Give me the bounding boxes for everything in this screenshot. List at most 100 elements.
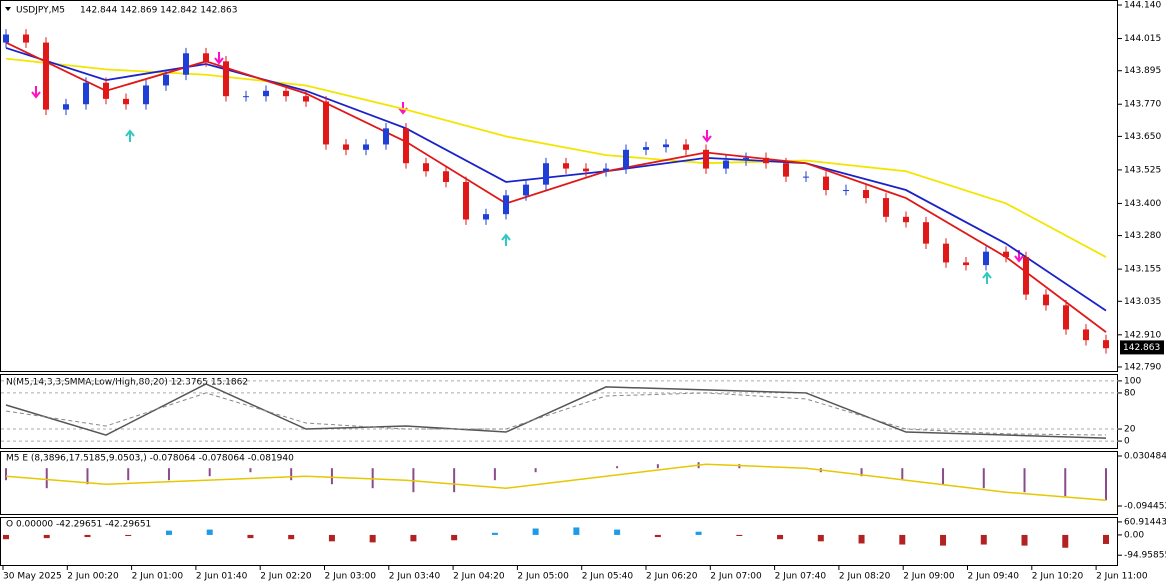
osc-bar [451,534,458,541]
candle-body [943,243,949,263]
y-tick-label: -0.094452 [1124,501,1166,511]
candle-body [803,176,809,178]
candle-body [443,171,449,182]
candle-body [1063,305,1069,330]
osc-bar [695,531,702,535]
y-tick-label: 0 [1124,437,1130,447]
candle-body [63,104,69,110]
candle-body [23,34,29,43]
osc-bar [858,534,865,544]
osc-bar [165,530,172,535]
buy-arrow [501,233,511,246]
osc-bar [3,534,9,540]
osc-bar [84,534,91,538]
candle-body [663,144,669,148]
candle-body [863,190,869,199]
candle-body [903,216,909,223]
candle-body [183,53,189,75]
macd-title: M5 E (8,3896,17.5185,9.0503,) -0.078064 … [6,454,294,464]
x-tick-label: 2 Jun 03:00 [325,572,377,582]
buy-arrow [982,271,992,284]
y-tick-label: 0.030484 [1124,451,1166,461]
candle-body [503,195,509,215]
candle-body [563,163,569,169]
x-tick-label: 2 Jun 05:00 [517,572,569,582]
indicator-line [5,47,1107,312]
y-tick-label: 100 [1124,376,1141,386]
candle-body [843,190,849,192]
candle-body [223,61,229,97]
stoch-frame [0,374,1118,449]
y-tick-label: 142.910 [1124,330,1161,340]
osc-bar [817,534,824,542]
candle-body [43,42,49,110]
osc-bar [614,529,621,535]
osc-bar [532,528,539,535]
y-tick-label: 142.790 [1124,362,1161,372]
candle-body [243,96,249,98]
candle-body [123,98,129,105]
candle-body [1083,329,1089,341]
candle-body [823,176,829,191]
y-tick-label: 143.280 [1124,231,1161,241]
x-tick-label: 2 Jun 07:40 [775,572,827,582]
indicator-line [5,57,1107,258]
y-tick-label: 143.525 [1124,165,1161,175]
y-tick-label: 143.035 [1124,297,1161,307]
osc-bar [125,534,132,536]
y-tick-label: 0.00 [1124,530,1144,540]
menu-triangle[interactable] [5,7,11,11]
macd-frame [0,451,1118,515]
osc-bar [1103,534,1109,544]
indicator-line [5,383,1107,439]
candle-body [1023,257,1029,295]
osc-bar [206,529,213,535]
y-tick-label: 143.400 [1124,199,1161,209]
candle-body [743,157,749,161]
osc-bar [410,534,417,542]
x-tick-label: 2 Jun 05:40 [582,572,634,582]
candle-body [303,96,309,102]
candle-body [1003,251,1009,258]
x-tick-label: 2 Jun 08:20 [839,572,891,582]
candle-body [343,144,349,150]
x-tick-label: 2 Jun 02:20 [260,572,312,582]
osc-bar [777,534,784,540]
osc-bar [980,534,987,545]
candle-body [583,168,589,172]
y-tick-label: 143.770 [1124,100,1161,110]
x-tick-label: 2 Jun 09:40 [968,572,1020,582]
osc-bar [736,534,743,536]
osc-bar [369,534,376,543]
x-tick-label: 2 Jun 03:40 [389,572,441,582]
osc-bar [1021,534,1028,546]
indicator-line [5,463,1107,501]
current-price: 142.863 [1123,343,1160,353]
osc-bar [43,534,50,539]
candle-body [263,90,269,97]
x-tick-label: 2 Jun 00:20 [67,572,119,582]
y-tick-label: 143.895 [1124,66,1161,76]
osc-frame [0,517,1118,566]
candle-body [923,222,929,244]
candle-body [783,163,789,177]
x-tick-label: 2 Jun 04:20 [453,572,505,582]
candle-body [603,168,609,172]
ohlc-readout: 142.844 142.869 142.842 142.863 [80,6,237,16]
candle-body [203,53,209,62]
osc-bar [247,534,254,539]
osc-bar [1062,534,1069,548]
osc-bar [654,534,661,538]
x-tick-label: 2 Jun 11:00 [1096,572,1148,582]
x-tick-label: 2 Jun 06:20 [646,572,698,582]
main-frame [0,0,1118,372]
candle-body [643,147,649,150]
x-tick-label: 30 May 2025 [3,572,62,582]
x-tick-label: 2 Jun 01:40 [196,572,248,582]
symbol: USDJPY,M5 [16,6,65,16]
candle-body [1043,294,1049,306]
osc-bar [940,534,947,546]
sell-arrow [31,86,41,99]
